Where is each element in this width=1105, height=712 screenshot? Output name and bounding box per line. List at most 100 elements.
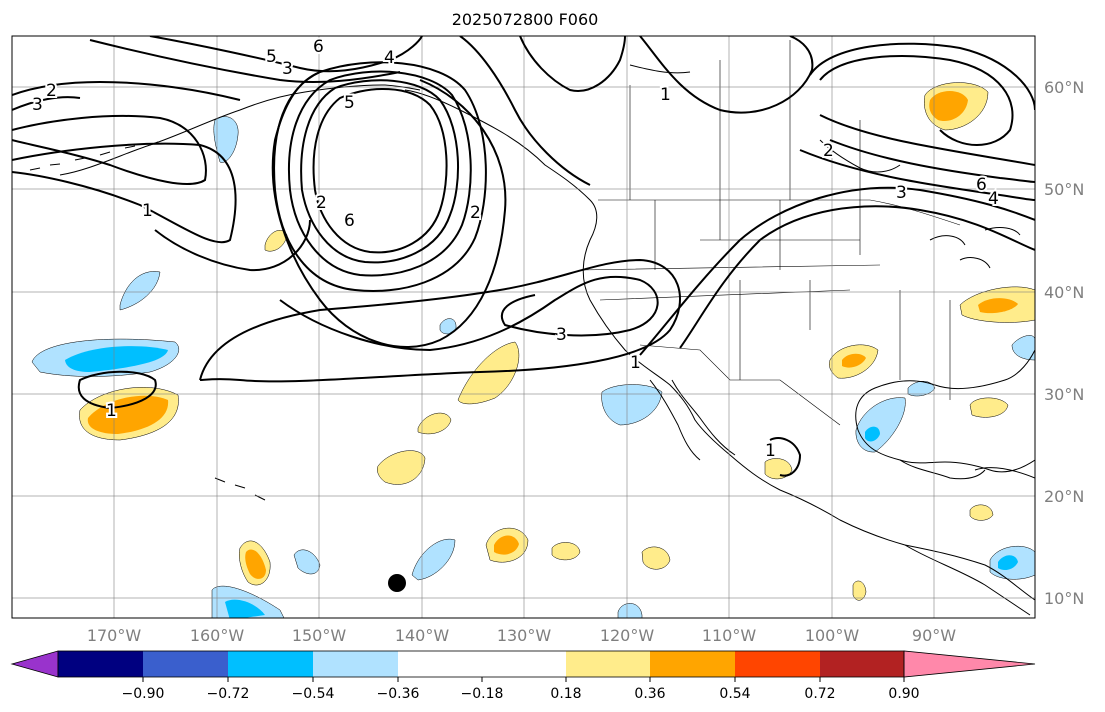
negative-anomaly-region bbox=[907, 381, 936, 397]
lon-label: 150°W bbox=[292, 626, 347, 645]
colorbar-segment bbox=[482, 651, 566, 677]
hawaii-islands bbox=[214, 477, 266, 501]
positive-anomaly-region bbox=[264, 230, 288, 252]
contour-line bbox=[519, 36, 626, 92]
negative-anomaly-region bbox=[601, 384, 663, 426]
contour-label: 5 bbox=[266, 47, 277, 67]
contour-label: 1 bbox=[660, 85, 671, 105]
contour-line bbox=[829, 139, 1035, 183]
contour-line bbox=[769, 437, 802, 477]
contour-label: 1 bbox=[106, 401, 117, 421]
colorbar-tick-label: 0.54 bbox=[719, 686, 750, 702]
cuba-coastline bbox=[974, 467, 1035, 479]
colorbar-tick-label: 0.72 bbox=[804, 686, 835, 702]
positive-anomaly-region bbox=[551, 542, 581, 561]
contour-label: 5 bbox=[344, 93, 355, 113]
yucatan-coastline bbox=[899, 459, 986, 480]
negative-anomaly-region bbox=[411, 538, 456, 581]
lon-label: 110°W bbox=[702, 626, 757, 645]
contour-label: 2 bbox=[470, 203, 481, 223]
us-canada-border bbox=[598, 199, 961, 226]
strong-positive-anomaly-region bbox=[978, 298, 1018, 314]
colorbar-tick-label: −0.36 bbox=[377, 686, 420, 702]
central-america-coastline bbox=[904, 544, 1031, 616]
strong-positive-anomaly-region bbox=[842, 353, 866, 368]
lat-label: 30°N bbox=[1044, 385, 1084, 404]
positive-anomaly-region bbox=[852, 580, 867, 601]
gulf-coastline bbox=[855, 349, 1035, 473]
contour-label: 6 bbox=[313, 37, 324, 57]
strong-negative-anomaly-region bbox=[865, 426, 880, 442]
north-america-coastline bbox=[404, 89, 1035, 601]
contour-line bbox=[639, 186, 1035, 356]
colorbar-max-extension bbox=[903, 650, 1036, 678]
colorbar-tick-label: −0.54 bbox=[292, 686, 335, 702]
contour-line bbox=[459, 36, 591, 186]
contour-line bbox=[279, 275, 659, 352]
lon-label: 120°W bbox=[600, 626, 655, 645]
colorbar-segment bbox=[566, 651, 650, 677]
alaska-coastline bbox=[59, 84, 421, 176]
contour-lines bbox=[12, 36, 1035, 477]
positive-anomaly-region bbox=[457, 341, 520, 405]
aleutian-chain bbox=[29, 141, 159, 171]
colorbar-tick-label: −0.90 bbox=[122, 686, 165, 702]
contour-label: 4 bbox=[384, 48, 395, 68]
contour-line bbox=[300, 79, 460, 264]
strong-negative-anomaly-region bbox=[998, 555, 1018, 570]
contour-label: 2 bbox=[46, 81, 57, 101]
contour-line bbox=[288, 70, 472, 277]
contour-line bbox=[199, 258, 681, 383]
lon-label: 170°W bbox=[87, 626, 142, 645]
contour-label-group: 6 5 3 4 2 3 5 6 2 1 1 2 3 1 1 2 6 4 3 1 bbox=[30, 35, 1001, 463]
longitude-labels: 170°W 160°W 150°W 140°W 130°W 120°W 110°… bbox=[87, 626, 956, 645]
contour-line bbox=[12, 142, 237, 244]
colorbar-tick-label: 0.18 bbox=[550, 686, 581, 702]
coastlines bbox=[29, 64, 1035, 616]
strong-positive-anomaly-region bbox=[929, 91, 968, 122]
us-mexico-border bbox=[639, 344, 841, 426]
colorbar-segment bbox=[228, 651, 313, 677]
contour-label: 2 bbox=[823, 141, 834, 161]
contour-line bbox=[273, 61, 487, 292]
lon-label: 160°W bbox=[190, 626, 245, 645]
contour-label: 3 bbox=[32, 95, 43, 115]
contour-line bbox=[12, 114, 207, 186]
map-frame bbox=[11, 35, 1036, 619]
negative-anomaly-region bbox=[617, 603, 643, 618]
negative-anomaly-region bbox=[213, 116, 239, 163]
hudson-bay-coastline bbox=[629, 64, 901, 173]
strong-positive-anomaly-region bbox=[87, 395, 169, 434]
anomaly-fills bbox=[31, 82, 1035, 618]
lat-label: 50°N bbox=[1044, 180, 1084, 199]
lon-label: 100°W bbox=[805, 626, 860, 645]
colorbar-segment bbox=[820, 651, 904, 677]
contour-label: 6 bbox=[344, 211, 355, 231]
colorbar-segment bbox=[398, 651, 482, 677]
positive-anomaly-region bbox=[969, 397, 1009, 418]
lat-label: 10°N bbox=[1044, 589, 1084, 608]
strong-positive-anomaly-region bbox=[245, 549, 266, 579]
map-title: 2025072800 F060 bbox=[451, 10, 599, 29]
positive-anomaly-region bbox=[641, 546, 671, 570]
graticule bbox=[12, 36, 1035, 618]
storm-position-marker bbox=[388, 574, 406, 592]
colorbar-tick-label: 0.90 bbox=[888, 686, 919, 702]
latitude-labels: 60°N 50°N 40°N 30°N 20°N 10°N bbox=[1044, 78, 1084, 608]
baja-coastline bbox=[649, 379, 701, 461]
colorbar-min-extension bbox=[10, 650, 59, 678]
contour-label: 1 bbox=[765, 441, 776, 461]
positive-anomaly-region bbox=[377, 450, 426, 485]
colorbar-tick-label: 0.36 bbox=[634, 686, 665, 702]
contour-line bbox=[799, 149, 1035, 201]
contour-line bbox=[819, 114, 1035, 166]
negative-anomaly-region bbox=[855, 397, 906, 453]
negative-anomaly-region bbox=[439, 318, 457, 335]
contour-line bbox=[12, 80, 241, 111]
contour-line bbox=[77, 370, 157, 410]
colorbar-segment bbox=[58, 651, 143, 677]
canada-provinces bbox=[629, 40, 861, 200]
contour-line bbox=[819, 55, 1014, 146]
positive-anomaly-region bbox=[417, 412, 452, 435]
